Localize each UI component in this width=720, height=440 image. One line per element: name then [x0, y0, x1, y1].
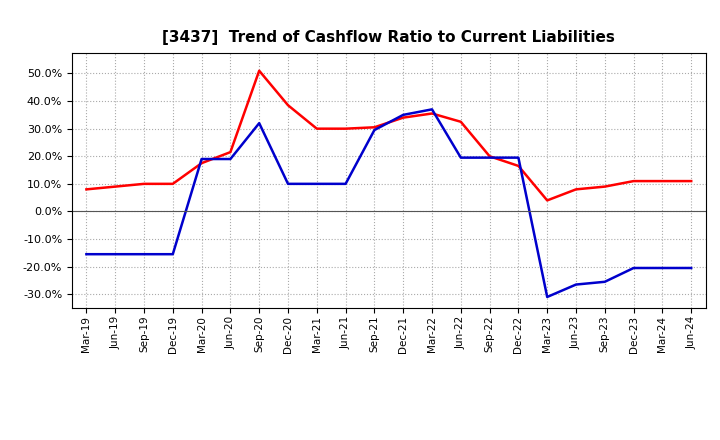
Free CF to Current Liabilities: [255, 121, 264, 126]
Operating CF to Current Liabilities: [456, 119, 465, 125]
Free CF to Current Liabilities: [370, 128, 379, 133]
Free CF to Current Liabilities: [168, 252, 177, 257]
Operating CF to Current Liabilities: [370, 125, 379, 130]
Operating CF to Current Liabilities: [111, 184, 120, 189]
Operating CF to Current Liabilities: [140, 181, 148, 187]
Operating CF to Current Liabilities: [197, 161, 206, 166]
Free CF to Current Liabilities: [197, 156, 206, 161]
Operating CF to Current Liabilities: [428, 111, 436, 116]
Operating CF to Current Liabilities: [255, 68, 264, 73]
Free CF to Current Liabilities: [82, 252, 91, 257]
Operating CF to Current Liabilities: [572, 187, 580, 192]
Free CF to Current Liabilities: [514, 155, 523, 160]
Free CF to Current Liabilities: [600, 279, 609, 284]
Free CF to Current Liabilities: [284, 181, 292, 187]
Operating CF to Current Liabilities: [341, 126, 350, 131]
Free CF to Current Liabilities: [312, 181, 321, 187]
Operating CF to Current Liabilities: [600, 184, 609, 189]
Line: Free CF to Current Liabilities: Free CF to Current Liabilities: [86, 110, 691, 297]
Free CF to Current Liabilities: [456, 155, 465, 160]
Free CF to Current Liabilities: [140, 252, 148, 257]
Operating CF to Current Liabilities: [543, 198, 552, 203]
Title: [3437]  Trend of Cashflow Ratio to Current Liabilities: [3437] Trend of Cashflow Ratio to Curren…: [163, 29, 615, 45]
Operating CF to Current Liabilities: [687, 179, 696, 184]
Free CF to Current Liabilities: [399, 112, 408, 117]
Free CF to Current Liabilities: [485, 155, 494, 160]
Operating CF to Current Liabilities: [658, 179, 667, 184]
Free CF to Current Liabilities: [341, 181, 350, 187]
Free CF to Current Liabilities: [572, 282, 580, 287]
Operating CF to Current Liabilities: [82, 187, 91, 192]
Free CF to Current Liabilities: [226, 156, 235, 161]
Free CF to Current Liabilities: [658, 265, 667, 271]
Free CF to Current Liabilities: [687, 265, 696, 271]
Free CF to Current Liabilities: [111, 252, 120, 257]
Operating CF to Current Liabilities: [399, 115, 408, 120]
Operating CF to Current Liabilities: [629, 179, 638, 184]
Free CF to Current Liabilities: [543, 294, 552, 300]
Line: Operating CF to Current Liabilities: Operating CF to Current Liabilities: [86, 71, 691, 200]
Operating CF to Current Liabilities: [284, 103, 292, 108]
Operating CF to Current Liabilities: [226, 150, 235, 155]
Free CF to Current Liabilities: [428, 107, 436, 112]
Operating CF to Current Liabilities: [168, 181, 177, 187]
Operating CF to Current Liabilities: [514, 163, 523, 169]
Free CF to Current Liabilities: [629, 265, 638, 271]
Operating CF to Current Liabilities: [312, 126, 321, 131]
Operating CF to Current Liabilities: [485, 154, 494, 159]
